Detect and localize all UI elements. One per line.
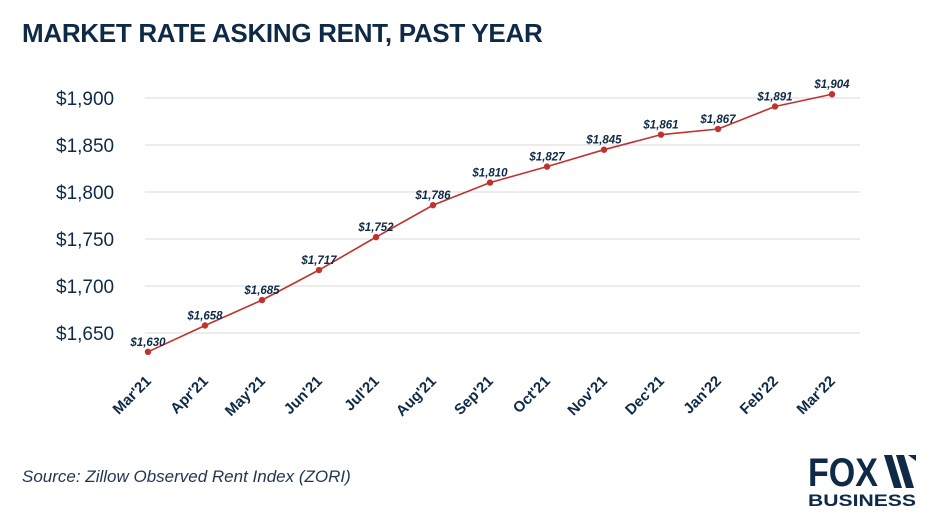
x-tick-label: Jul'21 <box>341 373 383 415</box>
x-tick-label: Dec'21 <box>622 373 668 419</box>
data-point <box>486 179 494 186</box>
logo-fox-text: FOX <box>808 451 878 495</box>
y-tick-label: $1,650 <box>56 324 114 345</box>
data-label: $1,658 <box>186 310 223 322</box>
x-tick-label: Sep'21 <box>451 373 497 419</box>
x-tick-label: Jan'22 <box>680 373 725 418</box>
data-point <box>258 296 266 304</box>
logo-business-text: BUSINESS <box>808 491 916 509</box>
data-point <box>144 348 152 355</box>
x-tick-label: Oct'21 <box>510 373 554 417</box>
data-label: $1,717 <box>300 255 337 267</box>
data-label: $1,904 <box>813 79 850 91</box>
x-tick-label: Nov'21 <box>564 373 610 419</box>
x-tick-label: May'21 <box>222 373 269 420</box>
series-line <box>147 93 833 353</box>
data-point <box>714 125 722 133</box>
logo-stripes-icon <box>884 455 916 488</box>
data-point <box>372 233 380 241</box>
y-tick-label: $1,800 <box>56 183 114 204</box>
y-tick-label: $1,750 <box>56 230 114 251</box>
x-tick-label: Aug'21 <box>393 373 440 420</box>
data-label: $1,810 <box>471 168 508 180</box>
data-label: $1,861 <box>642 120 678 132</box>
chart-title: MARKET RATE ASKING RENT, PAST YEAR <box>22 18 543 48</box>
data-point <box>315 266 323 274</box>
x-tick-label: Apr'21 <box>167 373 212 418</box>
data-label: $1,786 <box>414 190 451 202</box>
source-note: Source: Zillow Observed Rent Index (ZORI… <box>22 467 351 486</box>
data-point <box>828 91 836 98</box>
y-tick-label: $1,850 <box>56 136 114 157</box>
data-label: $1,867 <box>699 114 736 126</box>
x-tick-label: Mar'21 <box>110 373 155 418</box>
data-label: $1,845 <box>585 135 622 147</box>
y-tick-label: $1,900 <box>56 89 114 110</box>
data-point <box>201 322 209 329</box>
data-point <box>657 131 665 138</box>
x-tick-label: Mar'22 <box>794 373 839 418</box>
data-label: $1,630 <box>129 337 166 349</box>
data-label: $1,827 <box>528 152 565 164</box>
y-tick-label: $1,700 <box>56 277 114 298</box>
data-label: $1,685 <box>243 285 280 297</box>
data-label: $1,891 <box>756 91 792 103</box>
x-tick-label: Feb'22 <box>737 373 782 418</box>
data-point <box>429 201 437 209</box>
data-point <box>543 163 551 170</box>
data-point <box>600 146 608 153</box>
fox-business-logo: FOX BUSINESS <box>808 451 916 509</box>
x-tick-label: Jun'21 <box>281 373 326 418</box>
data-label: $1,752 <box>357 222 394 234</box>
data-point <box>771 103 779 110</box>
